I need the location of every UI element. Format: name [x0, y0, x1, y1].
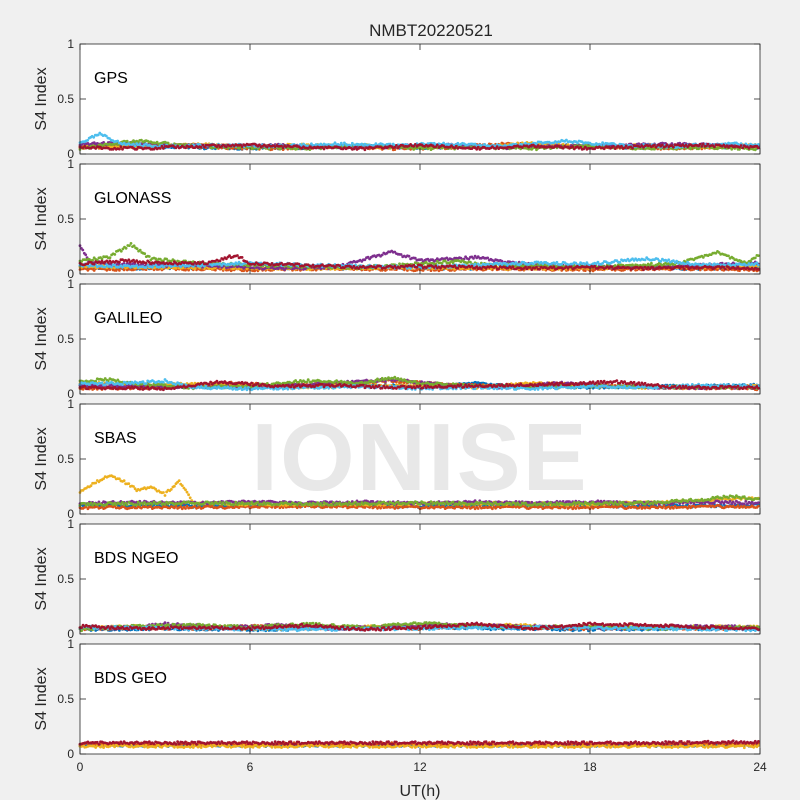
data-point: [698, 142, 702, 146]
data-point: [84, 253, 88, 257]
data-point: [583, 269, 587, 272]
data-point: [147, 255, 151, 258]
data-point: [108, 256, 112, 260]
data-point: [739, 144, 743, 147]
y-axis-label: S4 Index: [33, 67, 50, 130]
data-point: [135, 247, 139, 251]
data-point: [398, 262, 401, 266]
data-point: [757, 146, 760, 150]
data-point: [741, 146, 745, 150]
data-point: [354, 145, 357, 149]
data-point: [91, 258, 94, 262]
figure-title: NMBT20220521: [369, 21, 493, 40]
plot-area: [80, 164, 760, 274]
data-point: [193, 267, 197, 271]
data-point: [631, 146, 634, 150]
data-point: [601, 141, 604, 145]
data-point: [138, 248, 142, 252]
data-point: [124, 246, 128, 250]
data-point: [421, 269, 425, 272]
plot-area: [80, 44, 760, 154]
data-point: [119, 249, 123, 253]
data-point: [730, 147, 734, 151]
data-point: [435, 143, 439, 147]
data-point: [407, 254, 411, 258]
data-point: [143, 252, 147, 256]
data-point: [129, 242, 133, 245]
data-point: [689, 147, 693, 151]
data-point: [118, 269, 121, 272]
data-point: [81, 248, 85, 252]
data-point: [119, 145, 123, 149]
data-point: [571, 145, 575, 149]
y-tick-label: 0.5: [57, 92, 74, 106]
data-point: [672, 145, 675, 149]
panel-label: GPS: [94, 70, 128, 87]
data-point: [138, 142, 142, 146]
data-point: [113, 253, 117, 256]
y-tick-label: 1: [67, 37, 74, 51]
data-point: [86, 139, 89, 142]
